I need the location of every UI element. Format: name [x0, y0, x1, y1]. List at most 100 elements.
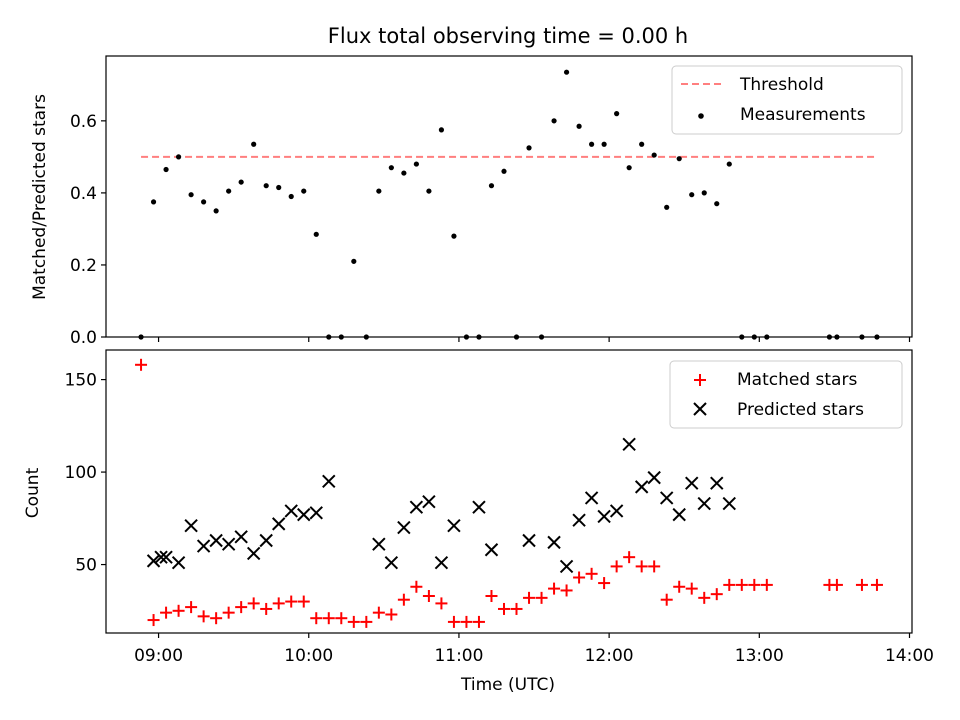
predicted-star-point [322, 474, 336, 489]
matched-star-point [598, 577, 611, 590]
matched-star-point [447, 615, 460, 628]
measurement-point [213, 208, 219, 214]
bottom-xtick-label: 13:00 [735, 646, 784, 666]
top-ytick-label: 0.0 [70, 328, 97, 348]
matched-star-point [660, 593, 673, 606]
measurement-point [188, 192, 194, 198]
measurement-point [263, 183, 269, 189]
legend-matched-label: Matched stars [737, 370, 857, 390]
predicted-star-point [634, 480, 649, 494]
matched-star-point [560, 584, 573, 597]
matched-star-point [247, 597, 260, 610]
matched-star-point [460, 615, 473, 628]
predicted-star-point [196, 539, 211, 553]
measurement-point [401, 170, 407, 176]
matched-star-point [347, 615, 360, 628]
predicted-star-point [597, 509, 611, 524]
measurement-point [726, 161, 732, 167]
matched-star-point [210, 612, 223, 625]
measurement-point [589, 141, 595, 147]
measurement-point [251, 141, 257, 147]
matched-star-point [372, 606, 385, 619]
matched-star-point [260, 602, 273, 615]
bottom-xtick-label: 10:00 [284, 646, 333, 666]
measurement-point [601, 141, 607, 147]
matched-star-point [160, 606, 173, 619]
bottom-ytick-label: 100 [65, 463, 97, 483]
matched-star-point [185, 601, 198, 614]
predicted-star-point [609, 504, 624, 518]
matched-star-point [310, 612, 323, 625]
predicted-star-point [672, 507, 686, 522]
matched-star-point [135, 358, 148, 371]
matched-star-point [197, 610, 210, 623]
measurement-point [288, 193, 294, 200]
matched-star-point [648, 560, 661, 573]
measurement-point [276, 184, 282, 191]
measurement-point [175, 154, 182, 160]
predicted-star-point [284, 504, 298, 518]
legend-predicted-swatch [693, 402, 707, 416]
bottom-ytick-label: 150 [65, 371, 97, 391]
predicted-star-point [710, 476, 724, 490]
measurement-point [563, 69, 570, 75]
predicted-star-point [384, 556, 399, 570]
matched-star-point [510, 602, 523, 615]
predicted-star-point [397, 520, 411, 535]
matched-star-point [548, 582, 561, 595]
predicted-star-point [659, 491, 674, 505]
matched-star-point [485, 590, 498, 603]
measurement-point [551, 118, 557, 124]
top-axis-ticks: 0.0 0.2 0.4 0.6 [70, 112, 911, 348]
matched-star-point [335, 612, 348, 625]
bottom-ytick-label: 50 [75, 556, 97, 576]
predicted-star-point [547, 535, 561, 550]
matched-star-point [748, 578, 761, 591]
measurement-point [451, 233, 457, 239]
matched-star-point [610, 560, 623, 573]
measurement-point [351, 258, 357, 264]
matched-star-point [235, 601, 248, 614]
matched-star-point [685, 582, 698, 595]
matched-star-point [272, 597, 285, 610]
matched-star-point [710, 588, 723, 601]
matched-star-point [285, 595, 298, 608]
legend-measurements-label: Measurements [740, 105, 866, 125]
bottom-axes-frame [105, 349, 913, 634]
predicted-star-point [259, 533, 273, 548]
predicted-star-point [622, 437, 636, 452]
legend-predicted-label: Predicted stars [737, 400, 864, 420]
bottom-legend-box [669, 360, 903, 429]
predicted-star-point [146, 554, 161, 568]
top-ytick-label: 0.2 [70, 256, 97, 276]
predicted-star-point [184, 519, 198, 533]
predicted-star-point [246, 546, 261, 561]
matched-star-point [623, 551, 636, 564]
predicted-star-point [484, 543, 499, 557]
measurement-point [714, 201, 720, 207]
predicted-star-point [722, 496, 736, 511]
predicted-star-point [234, 530, 248, 544]
bottom-axis-ticks: 50 100 150 09:00 10:00 11:00 12:00 13:00 14:00 [65, 371, 934, 666]
matched-star-point [635, 560, 648, 573]
predicted-star-point [154, 550, 168, 564]
matched-star-point [360, 615, 373, 628]
measurement-point [388, 165, 394, 171]
predicted-star-point [171, 556, 186, 570]
measurement-point [376, 188, 382, 194]
predicted-star-point [559, 559, 574, 574]
measurement-point [201, 199, 207, 205]
measurement-point [426, 188, 432, 194]
bottom-plot-area [135, 358, 883, 628]
bottom-legend: Matched stars Predicted stars [669, 360, 903, 429]
matched-star-point [573, 571, 586, 584]
bottom-xtick-label: 11:00 [434, 646, 483, 666]
matched-star-point [723, 578, 736, 591]
measurement-point [614, 111, 620, 117]
predicted-star-point [572, 513, 586, 527]
matched-star-point [172, 604, 185, 617]
matched-star-point [585, 567, 598, 580]
legend-measurements-swatch [698, 113, 704, 119]
matched-star-point [472, 615, 485, 628]
